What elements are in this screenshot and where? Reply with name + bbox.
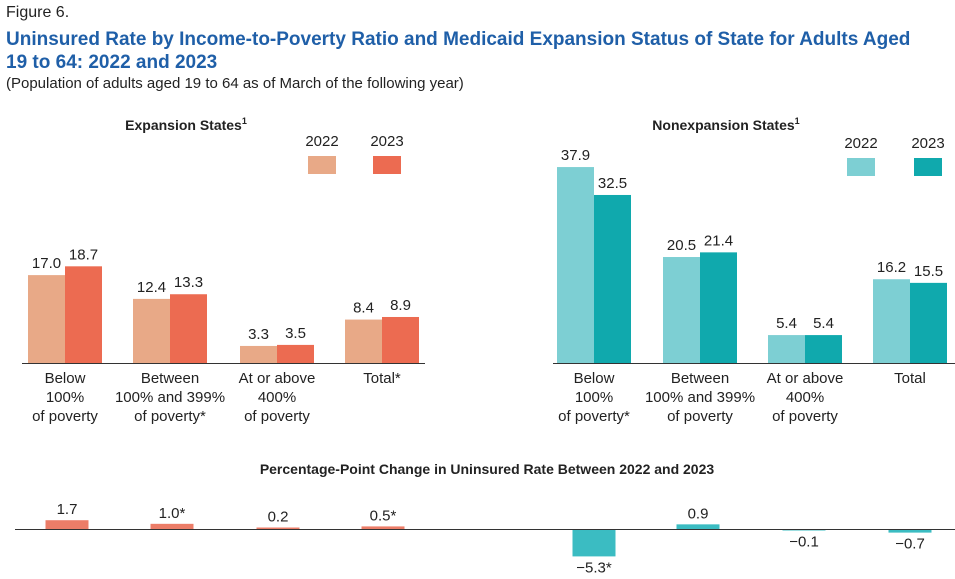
expansion-value-label-2023-0: 18.7 (69, 246, 98, 263)
change-value-label-1: 1.0* (159, 505, 186, 522)
change-value-label-6: −0.1 (789, 534, 819, 551)
expansion-value-label-2022-1: 12.4 (137, 279, 166, 296)
expansion-bar-2022-2 (240, 345, 277, 363)
expansion-legend-label-2023: 2023 (370, 133, 403, 150)
nonexpansion-bar-2022-1 (663, 257, 700, 363)
expansion-value-label-2023-1: 13.3 (174, 274, 203, 291)
nonexpansion-bar-2022-0 (557, 167, 594, 363)
figure-label: Figure 6. (6, 4, 70, 21)
expansion-bar-2023-2 (277, 344, 314, 363)
nonexpansion-value-label-2023-1: 21.4 (704, 232, 733, 249)
nonexpansion-value-label-2022-2: 5.4 (776, 315, 797, 332)
expansion-bar-2023-0 (65, 266, 102, 363)
nonexpansion-legend-swatch-2023 (914, 158, 942, 176)
expansion-bar-2022-3 (345, 319, 382, 363)
nonexpansion-bar-2023-2 (805, 335, 842, 363)
expansion-value-label-2023-2: 3.5 (285, 325, 306, 342)
nonexpansion-value-label-2022-3: 16.2 (877, 259, 906, 276)
change-bar-0 (45, 520, 89, 529)
expansion-bar-2023-1 (170, 294, 207, 363)
nonexpansion-legend-label-2022: 2022 (844, 135, 877, 152)
change-bar-2 (256, 527, 300, 529)
expansion-legend-swatch-2023 (373, 156, 401, 174)
expansion-legend-swatch-2022 (308, 156, 336, 174)
expansion-value-label-2023-3: 8.9 (390, 297, 411, 314)
expansion-bar-2023-3 (382, 316, 419, 363)
nonexpansion-value-label-2022-1: 20.5 (667, 237, 696, 254)
nonexpansion-bar-2023-0 (594, 194, 631, 363)
expansion-category-label-3: Total* (363, 370, 401, 387)
change-bar-1 (150, 523, 194, 529)
nonexpansion-bar-2023-3 (910, 282, 947, 363)
change-value-label-5: 0.9 (688, 505, 709, 522)
expansion-bar-2022-1 (133, 298, 170, 363)
change-value-label-4: −5.3* (576, 559, 612, 576)
change-value-label-0: 1.7 (57, 501, 78, 518)
change-bar-3 (361, 526, 405, 529)
expansion-category-label-2: At or above 400% of poverty (239, 370, 316, 425)
nonexpansion-category-label-2: At or above 400% of poverty (767, 370, 844, 425)
nonexpansion-category-label-3: Total (894, 370, 926, 387)
nonexpansion-bar-2022-2 (768, 335, 805, 363)
chart-subtitle: (Population of adults aged 19 to 64 as o… (6, 75, 464, 92)
nonexpansion-value-label-2023-3: 15.5 (914, 263, 943, 280)
nonexpansion-value-label-2022-0: 37.9 (561, 147, 590, 164)
change-value-label-2: 0.2 (268, 509, 289, 526)
change-bar-5 (676, 524, 720, 529)
chart-title: Uninsured Rate by Income-to-Poverty Rati… (6, 29, 911, 73)
nonexpansion-bar-2022-3 (873, 279, 910, 363)
nonexpansion-panel-title: Nonexpansion States1 (652, 116, 799, 133)
expansion-value-label-2022-3: 8.4 (353, 300, 374, 317)
change-bar-7 (888, 529, 932, 533)
nonexpansion-value-label-2023-0: 32.5 (598, 175, 627, 192)
expansion-value-label-2022-0: 17.0 (32, 255, 61, 272)
change-bar-4 (572, 529, 616, 557)
nonexpansion-value-label-2023-2: 5.4 (813, 315, 834, 332)
expansion-panel-title: Expansion States1 (125, 116, 247, 133)
nonexpansion-category-label-1: Between 100% and 399% of poverty (645, 370, 755, 425)
change-value-label-7: −0.7 (895, 536, 925, 553)
change-value-label-3: 0.5* (370, 507, 397, 524)
nonexpansion-bar-2023-1 (700, 252, 737, 363)
expansion-value-label-2022-2: 3.3 (248, 326, 269, 343)
expansion-category-label-1: Between 100% and 399% of poverty* (115, 370, 225, 425)
nonexpansion-category-label-0: Below 100% of poverty* (558, 370, 630, 425)
expansion-bar-2022-0 (28, 275, 65, 363)
nonexpansion-legend-swatch-2022 (847, 158, 875, 176)
expansion-category-label-0: Below 100% of poverty (32, 370, 98, 425)
expansion-legend-label-2022: 2022 (305, 133, 338, 150)
nonexpansion-legend-label-2023: 2023 (911, 135, 944, 152)
change-panel-title: Percentage-Point Change in Uninsured Rat… (260, 461, 715, 477)
